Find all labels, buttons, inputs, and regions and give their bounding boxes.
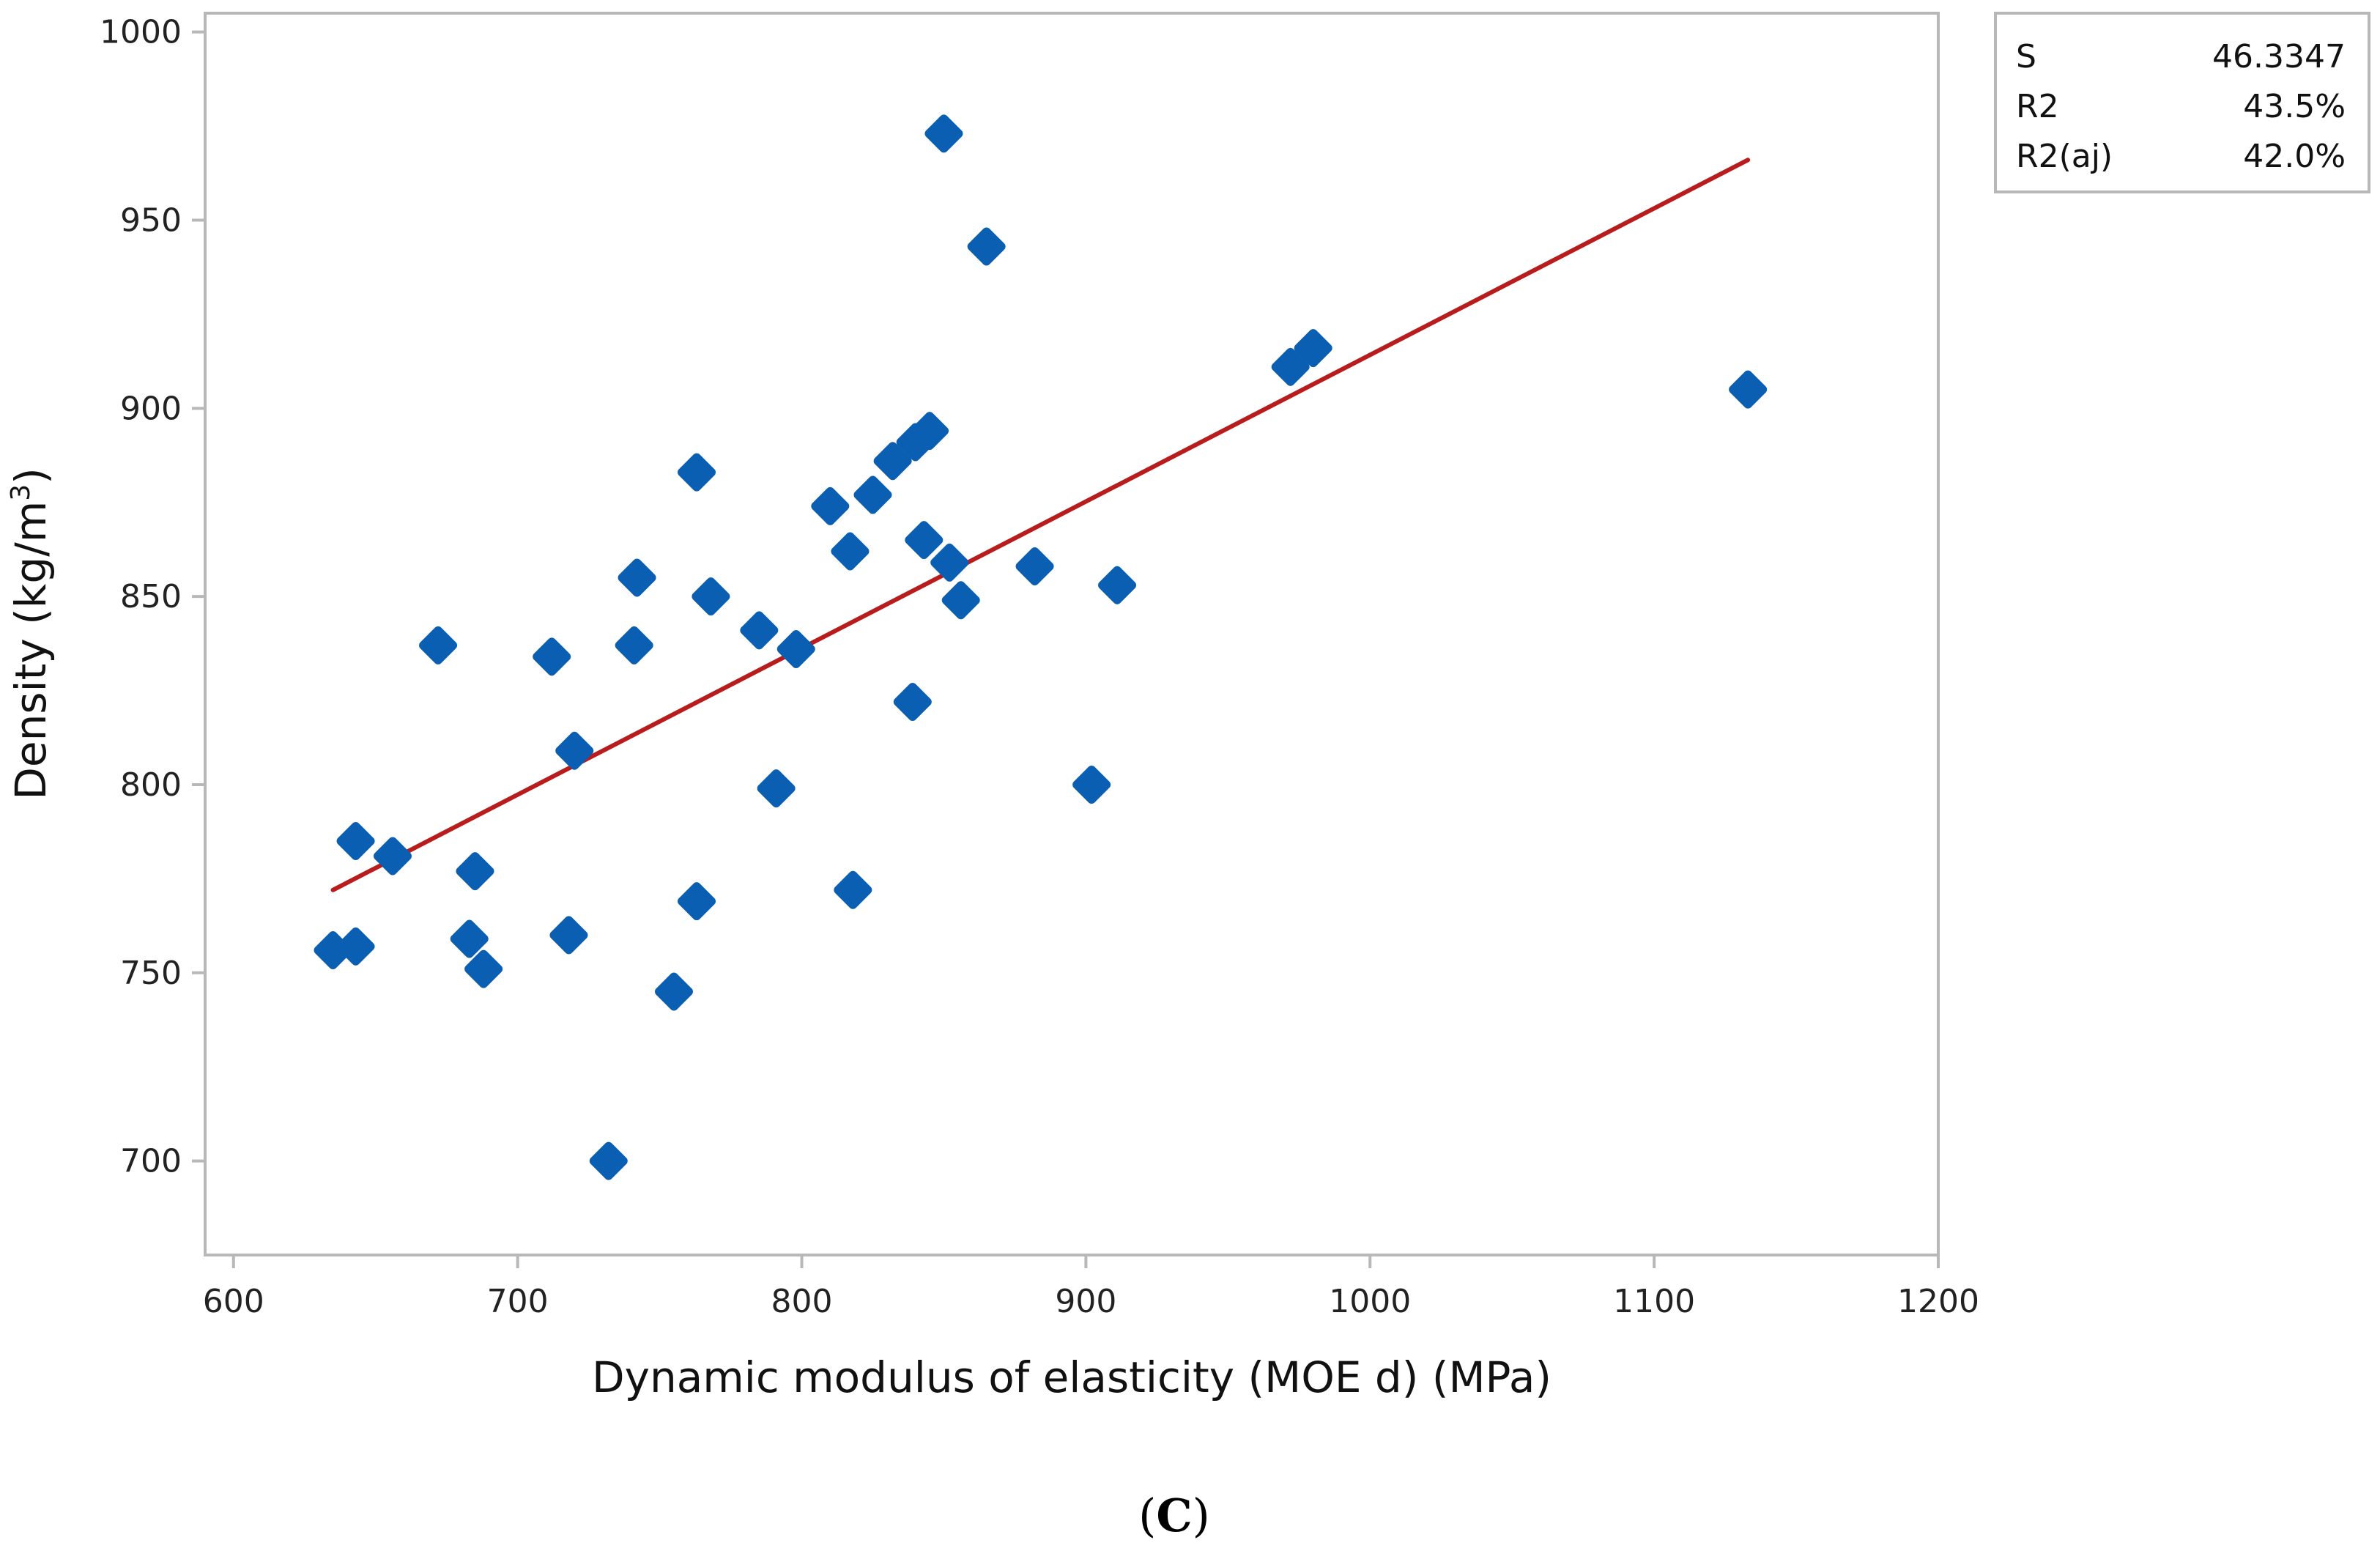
stats-value: 46.3347 [2212,38,2346,75]
x-axis-title: Dynamic modulus of elasticity (MOE d) (M… [592,1352,1552,1402]
y-tick-label: 900 [120,390,182,427]
scatter-point [941,581,980,620]
stats-label: R2 [2016,88,2059,125]
x-axis: 600 700 800 900 1000 1100 1200 [203,1255,1979,1320]
scatter-point [654,972,693,1011]
regression-fit-line [330,158,1751,892]
scatter-point [740,611,779,650]
y-tick-label: 700 [120,1143,182,1180]
scatter-point [811,486,850,525]
x-tick-label: 1000 [1329,1283,1411,1320]
scatter-point [1729,370,1768,409]
y-tick-label: 750 [120,955,182,992]
y-axis: 700 750 800 850 900 950 1000 [100,14,205,1180]
x-tick-label: 600 [203,1283,264,1320]
stats-value: 43.5% [2243,88,2346,125]
scatter-point [692,577,730,616]
scatter-point [618,558,656,597]
scatter-point [678,453,716,492]
scatter-point [831,532,870,571]
scatter-point [336,927,375,966]
scatter-point [1098,566,1137,604]
x-tick-label: 800 [771,1283,833,1320]
scatter-point [911,412,949,451]
stats-value: 42.0% [2243,138,2346,175]
scatter-point [549,916,588,955]
scatter-point [834,870,872,909]
scatter-point [776,630,815,669]
x-tick-label: 700 [487,1283,549,1320]
figure-caption-open: ( [1138,1489,1156,1542]
y-axis-title-superscript: 3 [6,484,36,501]
y-axis-title-close: ) [6,467,56,484]
scatter-point [555,731,594,770]
scatter-points [314,114,1768,1180]
y-axis-title: Density (kg/m3) [6,467,56,800]
scatter-point [905,521,944,560]
scatter-point [589,1141,628,1180]
scatter-point [757,769,796,808]
y-tick-label: 1000 [100,14,182,51]
y-tick-label: 800 [120,766,182,804]
scatter-point [893,682,932,721]
x-tick-label: 1100 [1613,1283,1695,1320]
scatter-point [533,637,571,676]
scatter-point [615,626,653,665]
x-tick-label: 1200 [1897,1283,1979,1320]
scatter-point [678,882,716,921]
figure-caption-close: ) [1193,1489,1210,1542]
x-tick-label: 900 [1055,1283,1116,1320]
scatter-point [873,442,912,481]
stats-rows: S 46.3347 R2 43.5% R2(aj) 42.0% [2016,38,2346,175]
stats-label: R2(aj) [2016,138,2113,175]
scatter-point [450,919,489,958]
scatter-point [1015,547,1054,586]
scatter-point [336,822,375,860]
scatter-point [464,950,503,988]
figure-caption: (C) [1138,1489,1210,1542]
scatter-point [456,852,494,891]
stats-label: S [2016,38,2036,75]
scatter-point [930,543,969,582]
scatter-point [924,114,963,153]
figure-caption-letter: C [1156,1489,1192,1542]
scatter-point [1294,329,1332,368]
y-tick-label: 850 [120,578,182,615]
scatter-point [853,475,892,514]
y-axis-title-main: Density (kg/m [6,501,56,800]
scatter-point [1072,765,1111,804]
plot-frame [204,12,1940,1256]
scatter-point [967,227,1006,266]
y-tick-label: 950 [120,202,182,240]
stats-box-frame [1994,12,2370,193]
stats-legend-box: S 46.3347 R2 43.5% R2(aj) 42.0% [1994,12,2370,193]
scatter-point [419,626,458,665]
scatter-point [373,837,412,876]
scatter-point [1271,347,1310,386]
